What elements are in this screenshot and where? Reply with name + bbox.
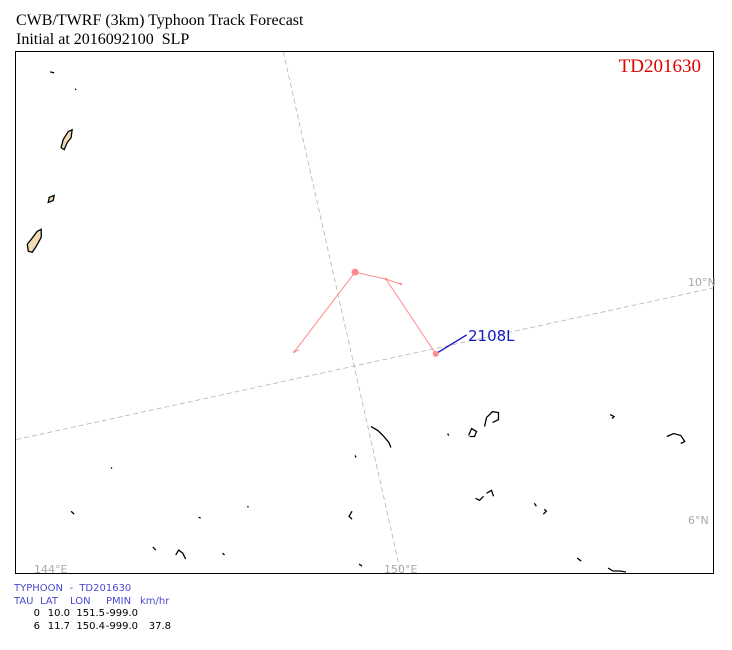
table-row: 6 11.7 150.4-999.0 37.8: [14, 621, 180, 634]
grid-line-150e: [282, 52, 402, 573]
cell-lon: 151.5: [76, 608, 105, 619]
table-row: 0 10.0 151.5-999.0: [14, 608, 180, 621]
island-icon: [60, 128, 73, 151]
island-icon: [370, 425, 392, 448]
cell-tau: 6: [33, 620, 40, 632]
island-icon: [110, 466, 113, 469]
island-icon: [475, 495, 485, 502]
track-point-icon: [432, 350, 439, 357]
map-canvas: [16, 52, 713, 573]
island-icon: [198, 516, 201, 519]
cell-lat: 10.0: [47, 608, 70, 619]
header-speed: km/hr: [140, 595, 170, 607]
header-lat: LAT: [40, 595, 58, 607]
island-icon: [486, 489, 495, 497]
forecast-table-header: TAU LAT LON PMIN km/hr: [14, 596, 180, 609]
island-icon: [533, 502, 537, 507]
island-icon: [576, 557, 582, 562]
island-icon: [348, 510, 353, 520]
header-lon: LON: [70, 595, 91, 607]
track-line: [293, 271, 437, 355]
coastlines: [26, 71, 686, 573]
cell-lon: 150.4: [76, 620, 105, 632]
cell-tau: 0: [33, 608, 40, 619]
latitude-label-6n: 6°N: [688, 514, 709, 527]
track-tail: [385, 278, 402, 285]
track-point-icon: [351, 268, 359, 276]
island-icon: [447, 433, 450, 436]
longitude-label-150e: 150°E: [384, 563, 418, 576]
cell-pmin: -999.0: [105, 608, 138, 619]
header-pmin: PMIN: [106, 595, 132, 607]
island-icon: [152, 546, 157, 551]
longitude-label-144e: 144°E: [34, 563, 68, 576]
island-icon: [26, 228, 42, 253]
forecast-track: [293, 271, 437, 355]
track-point-icon: [293, 350, 296, 354]
track-label-pointer: [435, 334, 467, 355]
grid-lines: [16, 52, 713, 573]
track-label: 2108L: [468, 327, 515, 345]
map-panel: TD201630 10°N 6°N 144°E 150°E 2108L: [15, 51, 716, 576]
island-icon: [354, 455, 357, 458]
island-icon: [358, 563, 363, 567]
header-tau: TAU: [14, 595, 34, 607]
grid-line-10n: [16, 287, 713, 440]
island-icon: [609, 414, 616, 420]
cell-pmin: -999.0: [105, 620, 138, 632]
island-icon: [74, 88, 77, 91]
latitude-label-10n: 10°N: [688, 276, 716, 289]
cell-lat: 11.7: [47, 620, 70, 632]
track-point-icon: [384, 277, 388, 281]
island-icon: [246, 505, 249, 508]
island-icon: [468, 427, 478, 438]
storm-id-label: TD201630: [618, 56, 701, 77]
island-icon: [175, 549, 187, 560]
island-icon: [70, 510, 75, 515]
map-title: CWB/TWRF (3km) Typhoon Track Forecast: [16, 12, 304, 29]
island-icon: [542, 508, 548, 515]
track-point-icon: [399, 282, 403, 286]
map-subtitle: Initial at 2016092100 SLP: [16, 31, 190, 48]
island-icon: [483, 410, 500, 427]
cell-speed: 37.8: [148, 620, 171, 632]
island-icon: [50, 71, 55, 74]
island-icon: [47, 194, 56, 204]
track-points: [293, 268, 439, 357]
island-icon: [607, 567, 627, 573]
island-icon: [666, 432, 686, 445]
forecast-table-title: TYPHOON - TD201630: [14, 583, 132, 594]
island-icon: [222, 552, 225, 556]
